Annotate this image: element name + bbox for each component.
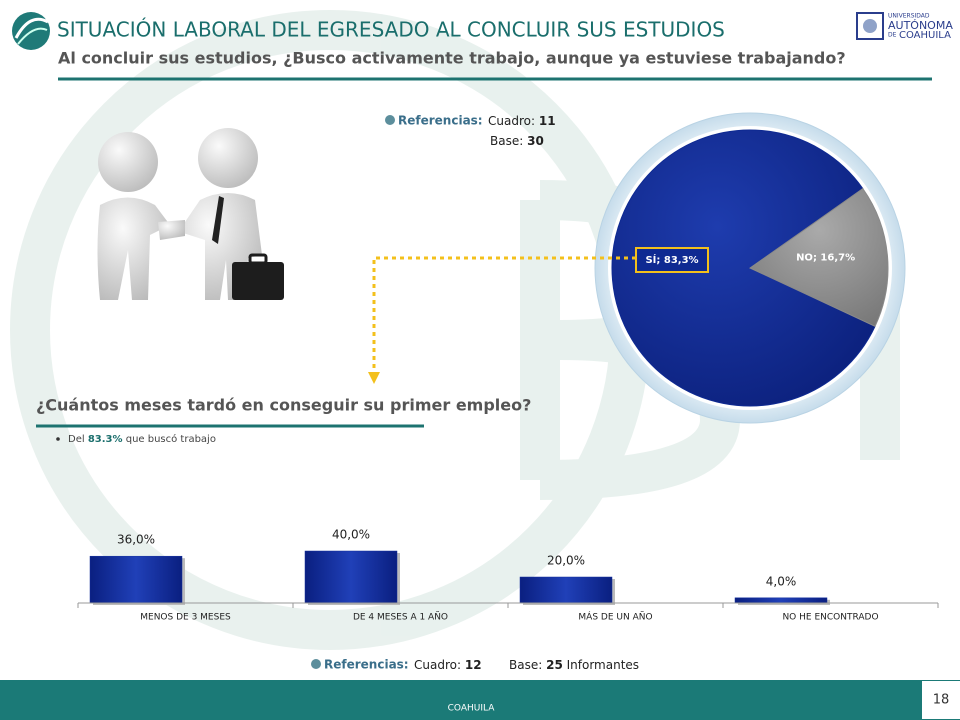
data-label: SÍ; 83,3% — [645, 253, 698, 266]
bar — [304, 550, 398, 604]
note-text: que buscó trabajo — [126, 433, 216, 445]
note: Del 83.3% que buscó trabajo — [68, 433, 216, 445]
footer-bar — [0, 680, 960, 720]
note-text: Del — [68, 434, 85, 445]
references-label: Referencias: — [398, 114, 483, 128]
x-tick-label: NO HE ENCONTRADO — [782, 613, 878, 623]
connector — [372, 256, 636, 374]
pie-slice — [749, 187, 889, 327]
bullet-icon — [311, 659, 321, 669]
page-number: 18 — [933, 693, 950, 708]
bar — [519, 576, 613, 604]
subtitle: Al concluir sus estudios, ¿Busco activam… — [58, 49, 846, 68]
data-label-box — [635, 247, 709, 273]
separator: ; — [656, 255, 663, 266]
bar — [89, 555, 183, 604]
bar-chart: 36,0% MENOS DE 3 MESES 40,0% DE 4 MESES A 1… — [77, 528, 939, 623]
page-box — [922, 681, 960, 719]
pie-chart: SÍ; 83,3% NO; 16,7% — [611, 129, 889, 407]
data-label: 40,0% — [332, 528, 370, 542]
value-label: 16,7% — [820, 252, 855, 263]
references-text: Base: 25 Informantes — [509, 658, 639, 672]
handshake-illustration — [97, 128, 284, 300]
base-value: 30 — [527, 134, 544, 148]
references-text: Base: 30 — [490, 134, 544, 148]
university-logo: UNIVERSIDAD AUTÓNOMA DE COAHUILA — [856, 12, 953, 41]
connector-arrow — [368, 372, 380, 384]
references-text: Cuadro: 11 — [488, 114, 556, 128]
references-label: Referencias: — [324, 658, 409, 672]
category-label: SÍ — [645, 253, 656, 266]
x-tick-label: MÁS DE UN AÑO — [578, 611, 652, 623]
logo-line: COAHUILA — [899, 30, 951, 41]
value-label: 83,3% — [664, 255, 699, 266]
bullet-icon — [385, 115, 395, 125]
base-value: 25 — [546, 658, 563, 672]
header-logo — [12, 12, 50, 50]
note-value: 83.3% — [88, 434, 123, 445]
bullet — [56, 437, 60, 441]
x-tick-label: MENOS DE 3 MESES — [140, 613, 231, 623]
cuadro-value: 12 — [465, 658, 482, 672]
data-label: 20,0% — [547, 554, 585, 568]
cuadro-value: 11 — [539, 114, 556, 128]
references-text: Cuadro: 12 — [414, 658, 482, 672]
category-label: NO — [796, 252, 813, 263]
footer-text: COAHUILA — [448, 704, 496, 714]
data-label: 4,0% — [766, 574, 797, 588]
separator: ; — [813, 252, 820, 263]
bar — [734, 597, 828, 604]
base-label: Base: — [509, 658, 542, 672]
cuadro-label: Cuadro: — [414, 658, 461, 672]
logo-line: UNIVERSIDAD — [888, 13, 930, 20]
title: SITUACIÓN LABORAL DEL EGRESADO AL CONCLU… — [57, 18, 725, 42]
question: ¿Cuántos meses tardó en conseguir su pri… — [36, 396, 531, 415]
logo-line: AUTÓNOMA — [888, 19, 953, 32]
x-tick-label: DE 4 MESES A 1 AÑO — [353, 612, 448, 623]
cuadro-label: Cuadro: — [488, 114, 535, 128]
data-label: NO; 16,7% — [796, 252, 855, 263]
data-label: 36,0% — [117, 533, 155, 547]
base-label: Base: — [490, 134, 523, 148]
base-unit: Informantes — [567, 658, 639, 672]
pie-slice — [611, 129, 876, 407]
logo-line: DE — [888, 32, 897, 39]
